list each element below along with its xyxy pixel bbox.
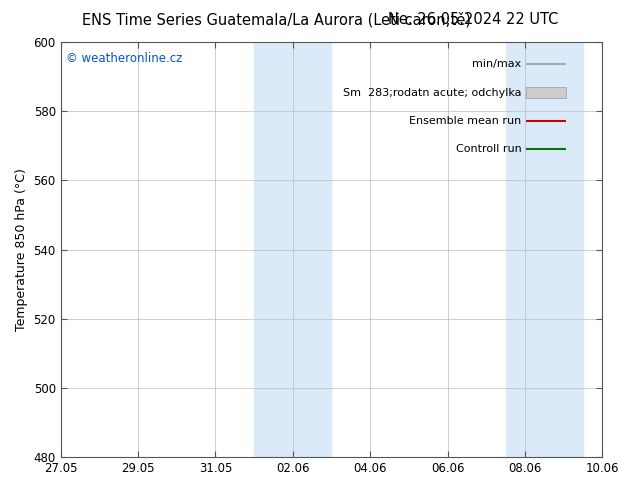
Y-axis label: Temperature 850 hPa (°C): Temperature 850 hPa (°C) (15, 168, 28, 331)
Text: © weatheronline.cz: © weatheronline.cz (66, 52, 183, 66)
Bar (254, 42, 332, 457)
Bar (505, 42, 583, 457)
Text: min/max: min/max (472, 59, 521, 70)
Text: Sm  283;rodatn acute; odchylka: Sm 283;rodatn acute; odchylka (343, 88, 521, 98)
Text: ENS Time Series Guatemala/La Aurora (Leti caron;tě): ENS Time Series Guatemala/La Aurora (Let… (82, 12, 472, 28)
Text: Controll run: Controll run (456, 145, 521, 154)
Text: Ne. 26.05.2024 22 UTC: Ne. 26.05.2024 22 UTC (387, 12, 558, 27)
Text: Ensemble mean run: Ensemble mean run (409, 116, 521, 126)
